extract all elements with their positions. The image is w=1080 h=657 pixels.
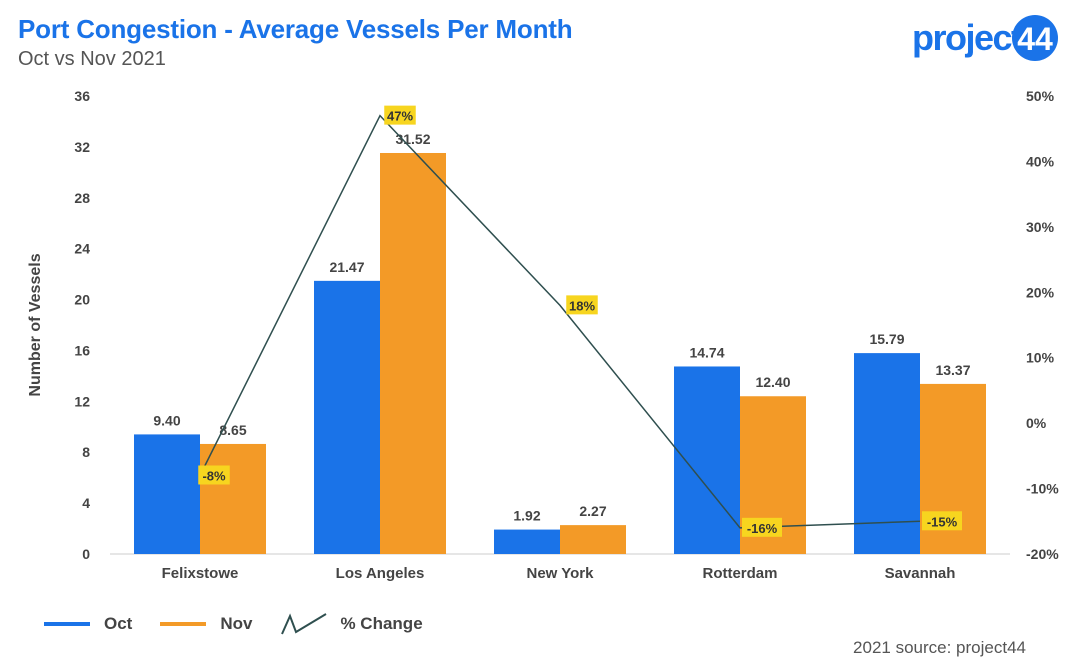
line-label-bg-3: [742, 517, 782, 537]
logo-number: 44: [1017, 21, 1053, 57]
legend-zig-line: [281, 613, 327, 635]
legend-label-change: % Change: [340, 614, 423, 633]
zigzag-line-icon: [281, 613, 327, 635]
x-tick-label-rotterdam: Rotterdam: [702, 565, 777, 582]
percent-change-line: [199, 114, 921, 529]
y-tick-label-4: 16: [74, 342, 90, 358]
y-tick-label-5: 20: [74, 292, 90, 308]
line-label-2: 18%: [569, 298, 595, 313]
x-tick-label-felixstowe: Felixstowe: [162, 565, 239, 582]
bar-oct-new-york: [494, 529, 560, 554]
data-label-nov-rotterdam: 12.40: [755, 374, 790, 390]
data-label-oct-los-angeles: 21.47: [329, 259, 364, 275]
bar-nov-new-york: [560, 525, 626, 554]
data-label-nov-savannah: 13.37: [935, 362, 970, 378]
chart-legend: Oct Nov % Change: [44, 608, 451, 640]
line-label-1: 47%: [387, 109, 413, 124]
legend-label-oct: Oct: [104, 614, 133, 633]
data-label-oct-new-york: 1.92: [513, 508, 540, 524]
line-label-bg-0: [198, 465, 230, 485]
chart-title: Port Congestion - Average Vessels Per Mo…: [18, 14, 573, 44]
y2-tick-label-5: 30%: [1026, 219, 1055, 235]
bar-nov-felixstowe: [200, 443, 266, 554]
y-tick-label-1: 4: [82, 495, 90, 511]
y2-tick-label-4: 20%: [1026, 284, 1055, 300]
y2-tick-label-1: -10%: [1026, 481, 1059, 497]
bar-oct-rotterdam: [674, 366, 740, 554]
line-label-3: -16%: [747, 521, 778, 536]
chart-subtitle: Oct vs Nov 2021: [18, 48, 166, 70]
legend-swatch-oct: [44, 622, 90, 626]
y-axis-label: Number of Vessels: [27, 253, 44, 396]
data-label-oct-rotterdam: 14.74: [689, 344, 724, 360]
bar-oct-savannah: [854, 353, 920, 554]
legend-item-nov: Nov: [160, 614, 252, 634]
line-label-bg-4: [922, 511, 962, 531]
legend-label-nov: Nov: [220, 614, 253, 633]
legend-item-change: % Change: [280, 610, 423, 638]
y2-tick-label-3: 10%: [1026, 350, 1055, 366]
line-label-0: -8%: [202, 468, 226, 483]
x-tick-label-new-york: New York: [527, 565, 595, 582]
y2-tick-label-0: -20%: [1026, 546, 1059, 562]
logo-text: project: [912, 17, 1023, 58]
data-label-nov-los-angeles: 31.52: [395, 131, 430, 147]
data-label-oct-savannah: 15.79: [869, 331, 904, 347]
bar-nov-los-angeles: [380, 152, 446, 555]
y2-tick-label-6: 40%: [1026, 153, 1055, 169]
source-note: 2021 source: project44: [853, 638, 1026, 657]
line-label-bg-2: [566, 295, 598, 315]
bar-oct-felixstowe: [134, 434, 200, 554]
y-tick-label-0: 0: [82, 546, 90, 562]
data-label-nov-new-york: 2.27: [579, 503, 606, 519]
y-tick-label-3: 12: [74, 393, 90, 409]
y2-tick-label-2: 0%: [1026, 415, 1047, 431]
project44-logo: project 44: [912, 15, 1058, 61]
line-label-4: -15%: [927, 514, 958, 529]
y-tick-label-6: 24: [74, 241, 90, 257]
data-label-nov-felixstowe: 8.65: [219, 422, 246, 438]
legend-swatch-nov: [160, 622, 207, 626]
y-tick-label-7: 28: [74, 190, 90, 206]
x-tick-label-savannah: Savannah: [885, 565, 956, 582]
data-label-oct-felixstowe: 9.40: [153, 412, 180, 428]
y-tick-label-9: 36: [74, 88, 90, 104]
logo-circle: [1012, 15, 1058, 61]
legend-item-oct: Oct: [44, 614, 132, 634]
y-tick-label-8: 32: [74, 139, 90, 155]
bar-oct-los-angeles: [314, 280, 380, 554]
line-label-bg-1: [384, 105, 416, 125]
y-tick-label-2: 8: [82, 444, 90, 460]
x-tick-label-los-angeles: Los Angeles: [336, 565, 425, 582]
y2-tick-label-7: 50%: [1026, 88, 1055, 104]
